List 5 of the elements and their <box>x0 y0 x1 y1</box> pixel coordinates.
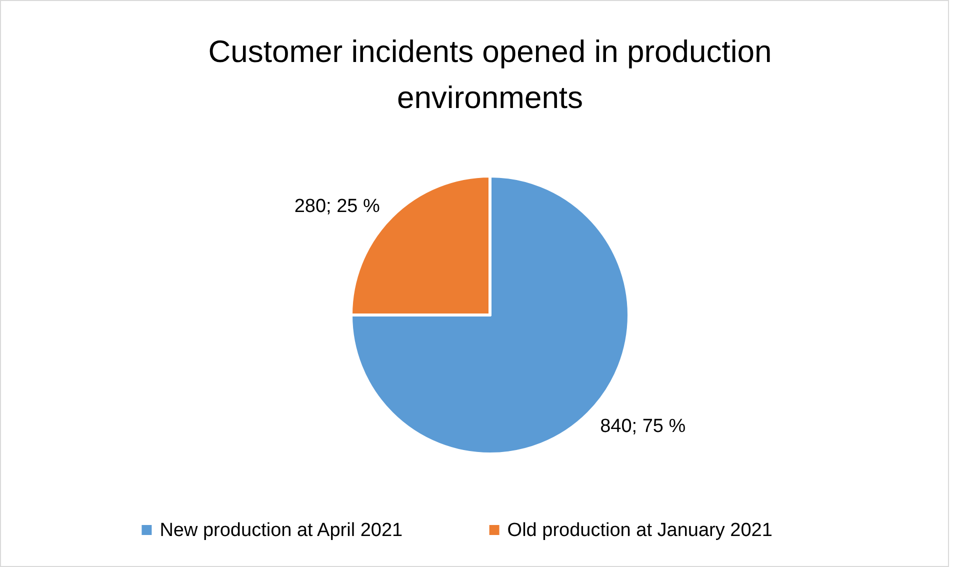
legend-label: Old production at January 2021 <box>507 520 772 541</box>
data-label: 840; 75 % <box>600 416 686 438</box>
legend-label: New production at April 2021 <box>160 520 403 541</box>
chart-title: Customer incidents opened in production environments <box>208 34 772 115</box>
data-label: 280; 25 % <box>294 196 380 217</box>
